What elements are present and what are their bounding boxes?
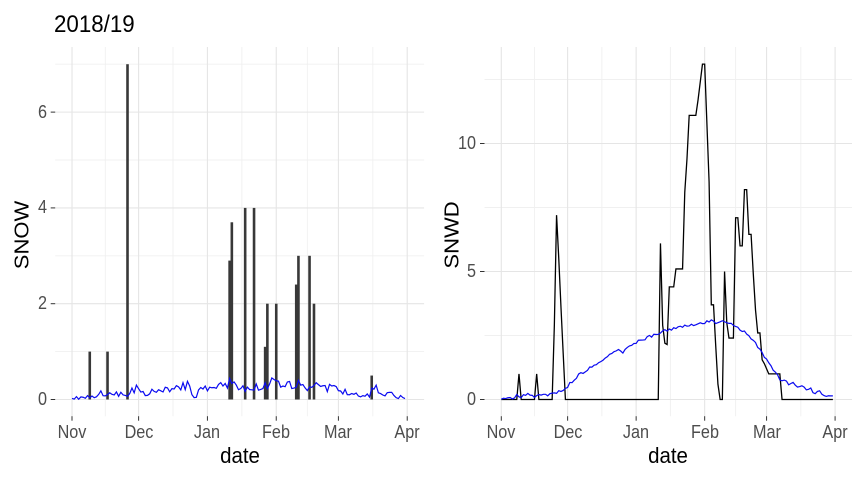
x-tick-label: Dec [553, 421, 583, 442]
y-tick-label: 4 [37, 197, 47, 218]
x-tick-label: Feb [262, 421, 291, 442]
snow-bar [252, 207, 256, 400]
snow-mean-line [71, 376, 406, 401]
y-tick-label: 0 [466, 389, 476, 409]
panel-left [50, 47, 425, 421]
x-tick-label: Mar [324, 421, 353, 442]
y-tick-label: 5 [466, 261, 476, 281]
snow-bar [230, 222, 234, 400]
snow-bar [297, 255, 300, 400]
x-tick-label: Jan [194, 421, 221, 442]
y-tick-label: 0 [37, 389, 47, 409]
snow-bar [106, 351, 109, 400]
snow-bar [294, 284, 298, 400]
snow-bar [243, 207, 247, 400]
x-tick-label: Nov [486, 421, 516, 442]
snow-bar [228, 260, 231, 400]
y-tick-label: 10 [457, 133, 476, 153]
snow-bar [126, 64, 129, 400]
plot-title: 2018/19 [54, 11, 135, 38]
x-axis-title-left: date [219, 443, 260, 468]
x-axis-title-right: date [648, 443, 689, 468]
snow-bar [263, 346, 267, 400]
x-tick-label: Mar [752, 421, 781, 442]
y-tick-label: 2 [37, 293, 47, 314]
snwd-line [501, 63, 833, 401]
snow-bar [88, 351, 92, 400]
panel-right [480, 47, 852, 421]
x-tick-label: Jan [623, 421, 650, 442]
x-tick-label: Nov [57, 421, 87, 442]
y-tick-label: 6 [37, 101, 47, 122]
snow-bar [312, 303, 316, 400]
x-tick-label: Feb [690, 421, 719, 442]
x-tick-label: Apr [394, 421, 420, 442]
x-tick-label: Dec [124, 421, 153, 442]
snwd-mean-line [501, 319, 833, 400]
snow-bar [274, 303, 278, 400]
snow-bar [266, 303, 269, 400]
snow-bar [308, 255, 311, 400]
x-tick-label: Apr [822, 421, 848, 442]
